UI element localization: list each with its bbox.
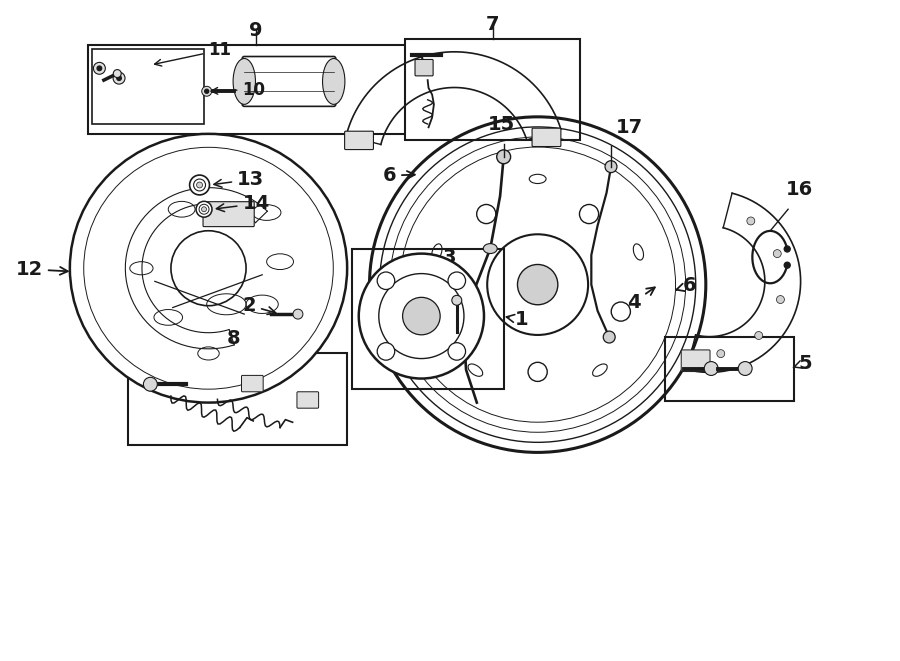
Circle shape <box>359 254 484 379</box>
Text: 10: 10 <box>211 81 266 98</box>
FancyBboxPatch shape <box>297 392 319 408</box>
Circle shape <box>202 87 211 97</box>
Text: 5: 5 <box>793 354 813 373</box>
Circle shape <box>113 69 122 77</box>
Circle shape <box>96 65 103 71</box>
Ellipse shape <box>483 244 497 254</box>
Bar <box>352 249 504 389</box>
Text: 12: 12 <box>16 260 68 279</box>
Text: 1: 1 <box>507 310 528 329</box>
Text: 11: 11 <box>155 41 231 66</box>
Bar <box>405 39 580 140</box>
Circle shape <box>603 331 616 343</box>
Circle shape <box>377 342 395 360</box>
Circle shape <box>402 297 440 335</box>
Circle shape <box>199 204 209 214</box>
FancyBboxPatch shape <box>345 131 373 149</box>
Ellipse shape <box>233 58 256 104</box>
Circle shape <box>94 62 105 74</box>
Circle shape <box>747 217 755 225</box>
Circle shape <box>497 150 510 164</box>
Circle shape <box>204 89 209 93</box>
Bar <box>92 49 204 124</box>
Circle shape <box>196 202 212 217</box>
Bar <box>665 337 795 401</box>
FancyBboxPatch shape <box>415 59 433 76</box>
Circle shape <box>448 342 465 360</box>
Text: 13: 13 <box>214 170 265 189</box>
Text: 16: 16 <box>786 180 813 200</box>
Circle shape <box>738 362 752 375</box>
Circle shape <box>777 295 785 303</box>
Circle shape <box>113 72 125 84</box>
Text: 6: 6 <box>382 166 415 185</box>
Text: 9: 9 <box>249 21 263 40</box>
FancyBboxPatch shape <box>242 56 336 106</box>
Circle shape <box>452 295 462 305</box>
Text: 15: 15 <box>489 115 516 134</box>
Text: 17: 17 <box>616 118 643 137</box>
Text: 8: 8 <box>227 329 240 348</box>
Circle shape <box>293 309 303 319</box>
Bar <box>87 46 423 134</box>
Text: 14: 14 <box>216 194 270 214</box>
FancyBboxPatch shape <box>532 128 561 147</box>
FancyBboxPatch shape <box>203 202 254 227</box>
Circle shape <box>190 175 210 195</box>
Circle shape <box>605 161 617 173</box>
Text: 6: 6 <box>676 276 697 295</box>
Ellipse shape <box>456 325 471 334</box>
Text: 4: 4 <box>627 288 655 311</box>
Bar <box>128 354 347 446</box>
Ellipse shape <box>322 58 345 104</box>
Circle shape <box>448 272 465 290</box>
Text: 3: 3 <box>443 248 459 314</box>
Circle shape <box>784 246 790 252</box>
Circle shape <box>194 179 205 191</box>
Circle shape <box>202 207 206 212</box>
Circle shape <box>116 75 122 81</box>
Circle shape <box>196 182 202 188</box>
Circle shape <box>716 350 725 358</box>
FancyBboxPatch shape <box>681 350 710 371</box>
Text: 7: 7 <box>486 15 500 34</box>
Circle shape <box>377 272 395 290</box>
Ellipse shape <box>70 134 347 403</box>
Circle shape <box>518 264 558 305</box>
Circle shape <box>143 377 157 391</box>
Circle shape <box>755 332 762 340</box>
Text: 2: 2 <box>242 296 275 315</box>
Circle shape <box>704 362 718 375</box>
FancyBboxPatch shape <box>241 375 263 392</box>
Circle shape <box>784 262 790 268</box>
Circle shape <box>773 250 781 258</box>
